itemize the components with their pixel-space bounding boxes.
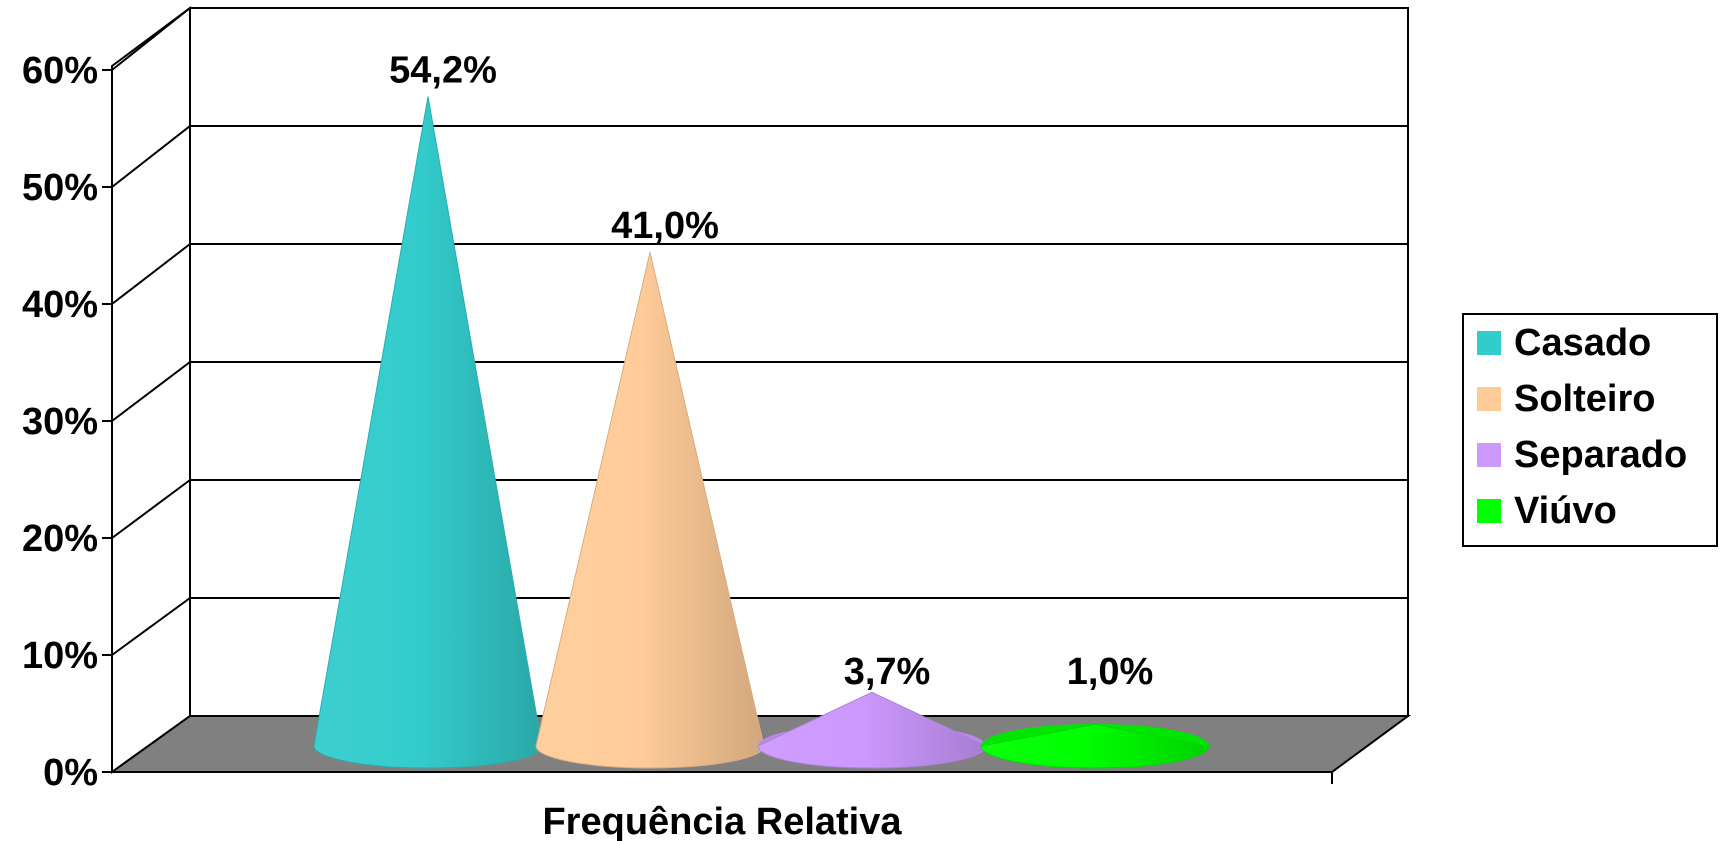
data-label: 1,0% bbox=[1067, 651, 1154, 693]
legend-swatch bbox=[1477, 499, 1501, 523]
x-axis-label: Frequência Relativa bbox=[542, 801, 902, 841]
cone-viúvo bbox=[980, 723, 1210, 769]
legend-swatch bbox=[1477, 331, 1501, 355]
y-tick-label: 40% bbox=[22, 284, 98, 326]
cones bbox=[313, 96, 1210, 769]
legend: Casado Solteiro Separado Viúvo bbox=[1462, 313, 1718, 547]
cone-body bbox=[313, 96, 543, 769]
gridline-diagonal bbox=[111, 243, 191, 305]
legend-box bbox=[1462, 313, 1718, 547]
y-tick-label: 10% bbox=[22, 635, 98, 677]
data-labels: 54,2% 41,0% 3,7% 1,0% bbox=[389, 49, 1153, 693]
cone-separado bbox=[757, 691, 987, 769]
legend-swatch bbox=[1477, 443, 1501, 467]
cone-body bbox=[980, 723, 1210, 769]
legend-entry: Viúvo bbox=[1514, 490, 1617, 532]
legend-entry: Casado bbox=[1514, 322, 1651, 364]
gridline-diagonal bbox=[111, 479, 191, 539]
y-tick-label: 20% bbox=[22, 518, 98, 560]
legend-entry: Separado bbox=[1514, 434, 1687, 476]
side-wall bbox=[111, 6, 191, 774]
cone-casado bbox=[313, 96, 543, 769]
legend-swatch bbox=[1477, 387, 1501, 411]
y-tick-labels: 0% 10% 20% 30% 40% 50% 60% bbox=[22, 50, 98, 794]
gridline-diagonal bbox=[111, 361, 191, 422]
data-label: 54,2% bbox=[389, 49, 497, 91]
gridline-diagonal bbox=[111, 597, 191, 656]
y-tick-label: 60% bbox=[22, 50, 98, 92]
cone-body bbox=[757, 691, 987, 769]
legend-entry: Solteiro bbox=[1514, 378, 1655, 420]
cone-body bbox=[535, 252, 765, 769]
y-tick-label: 0% bbox=[43, 752, 98, 794]
gridline-diagonal bbox=[111, 7, 191, 71]
cone-solteiro bbox=[535, 252, 765, 769]
data-label: 41,0% bbox=[611, 205, 719, 247]
y-tick-label: 50% bbox=[22, 167, 98, 209]
data-label: 3,7% bbox=[844, 651, 931, 693]
y-tick-label: 30% bbox=[22, 401, 98, 443]
y-axis bbox=[111, 66, 1333, 784]
gridline-diagonal bbox=[111, 125, 191, 188]
